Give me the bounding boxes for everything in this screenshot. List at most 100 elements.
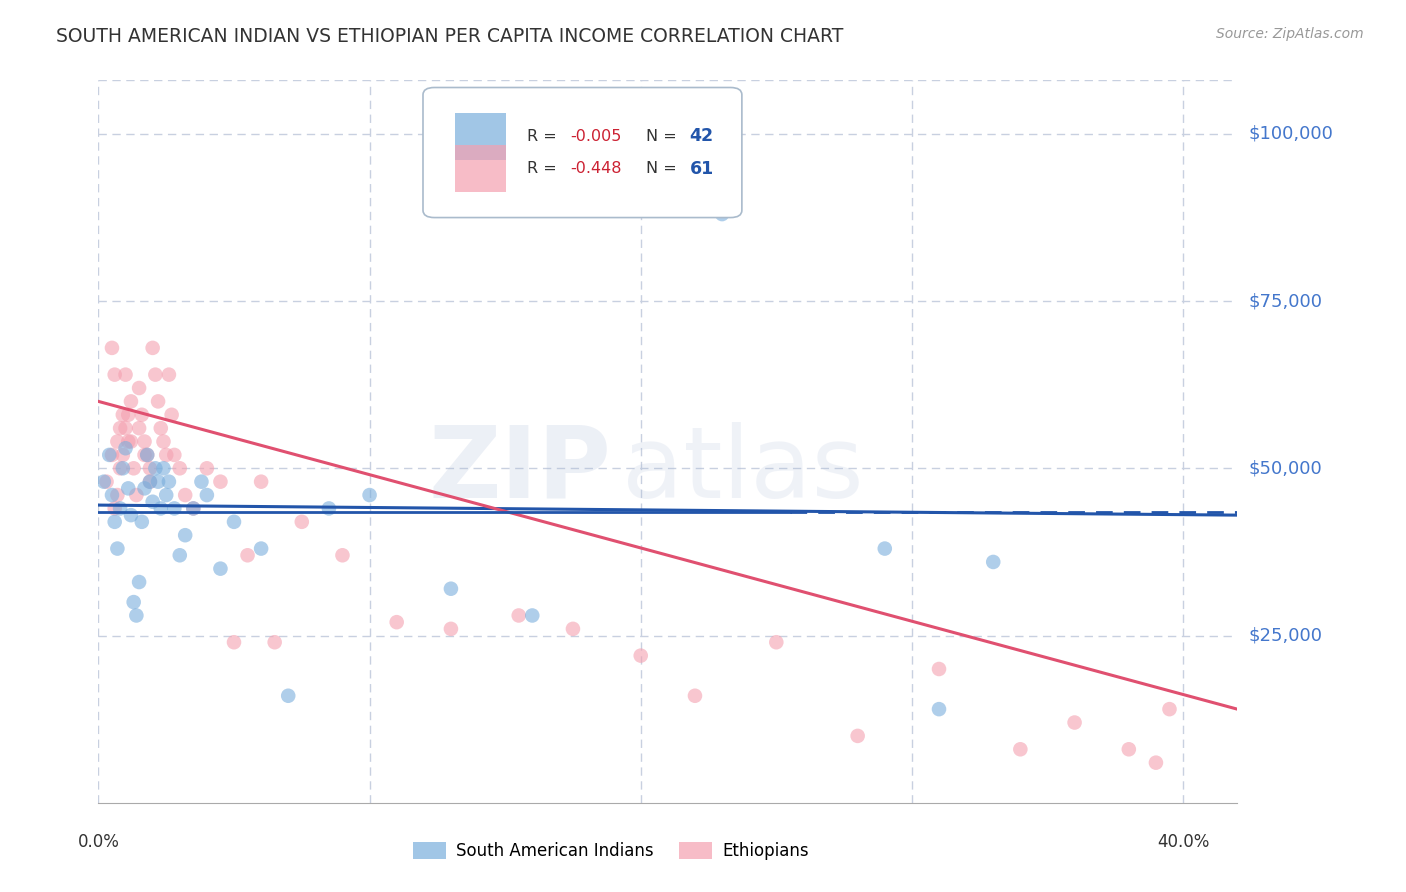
Point — [134, 434, 156, 449]
Point — [139, 475, 162, 489]
Point — [149, 421, 172, 435]
Point — [93, 475, 115, 489]
Point — [114, 368, 136, 382]
Point — [101, 341, 124, 355]
Point — [149, 501, 172, 516]
Point — [385, 615, 408, 630]
Point — [107, 434, 129, 449]
Text: $100,000: $100,000 — [1249, 125, 1333, 143]
Point — [183, 501, 205, 516]
Point — [250, 475, 273, 489]
Point — [160, 408, 183, 422]
Point — [928, 702, 950, 716]
Text: 0.0%: 0.0% — [77, 833, 120, 851]
Text: R =: R = — [527, 128, 561, 144]
Point — [163, 448, 186, 462]
FancyBboxPatch shape — [456, 145, 506, 193]
Point — [111, 448, 134, 462]
Point — [250, 541, 273, 556]
Point — [134, 448, 156, 462]
Point — [101, 488, 124, 502]
Point — [236, 548, 259, 563]
Point — [104, 368, 127, 382]
Point — [142, 341, 165, 355]
Point — [111, 408, 134, 422]
Point — [291, 515, 314, 529]
FancyBboxPatch shape — [456, 112, 506, 160]
Point — [128, 421, 150, 435]
Legend: South American Indians, Ethiopians: South American Indians, Ethiopians — [406, 835, 815, 867]
Point — [120, 434, 142, 449]
Point — [146, 475, 169, 489]
Point — [1144, 756, 1167, 770]
Point — [174, 528, 197, 542]
Point — [134, 482, 156, 496]
Text: -0.005: -0.005 — [569, 128, 621, 144]
Point — [142, 494, 165, 508]
Point — [136, 448, 159, 462]
Point — [332, 548, 354, 563]
Text: ZIP: ZIP — [427, 422, 612, 519]
Point — [1159, 702, 1181, 716]
Point — [183, 501, 205, 516]
Point — [190, 475, 212, 489]
Point — [765, 635, 787, 649]
Point — [209, 475, 232, 489]
Point — [508, 608, 530, 623]
Text: $50,000: $50,000 — [1249, 459, 1322, 477]
Point — [846, 729, 869, 743]
Point — [277, 689, 299, 703]
Point — [195, 488, 218, 502]
Point — [157, 368, 180, 382]
Text: $75,000: $75,000 — [1249, 292, 1323, 310]
Point — [1010, 742, 1032, 756]
Point — [683, 689, 706, 703]
Point — [136, 448, 159, 462]
Point — [120, 394, 142, 409]
Point — [981, 555, 1004, 569]
Point — [145, 368, 167, 382]
Point — [96, 475, 118, 489]
Point — [128, 575, 150, 590]
Point — [155, 448, 177, 462]
Point — [174, 488, 197, 502]
Point — [873, 541, 896, 556]
Point — [125, 488, 148, 502]
Point — [155, 488, 177, 502]
Point — [562, 622, 585, 636]
Text: -0.448: -0.448 — [569, 161, 621, 177]
Point — [101, 448, 124, 462]
Point — [139, 461, 162, 475]
Point — [928, 662, 950, 676]
Point — [1118, 742, 1140, 756]
Point — [120, 508, 142, 523]
Point — [107, 541, 129, 556]
Point — [146, 394, 169, 409]
Point — [209, 562, 232, 576]
Point — [98, 448, 121, 462]
Point — [117, 434, 139, 449]
Text: atlas: atlas — [623, 422, 863, 519]
Point — [104, 515, 127, 529]
Point — [169, 461, 191, 475]
Point — [125, 608, 148, 623]
Text: R =: R = — [527, 161, 561, 177]
Text: N =: N = — [647, 128, 682, 144]
Point — [111, 461, 134, 475]
Point — [128, 381, 150, 395]
Point — [169, 548, 191, 563]
Text: 40.0%: 40.0% — [1157, 833, 1209, 851]
Point — [131, 408, 153, 422]
Text: 42: 42 — [689, 128, 714, 145]
Point — [108, 421, 131, 435]
Text: 61: 61 — [689, 160, 714, 178]
FancyBboxPatch shape — [423, 87, 742, 218]
Text: SOUTH AMERICAN INDIAN VS ETHIOPIAN PER CAPITA INCOME CORRELATION CHART: SOUTH AMERICAN INDIAN VS ETHIOPIAN PER C… — [56, 27, 844, 45]
Point — [157, 475, 180, 489]
Point — [318, 501, 340, 516]
Point — [222, 515, 245, 529]
Point — [152, 434, 174, 449]
Point — [145, 461, 167, 475]
Point — [630, 648, 652, 663]
Point — [1063, 715, 1085, 730]
